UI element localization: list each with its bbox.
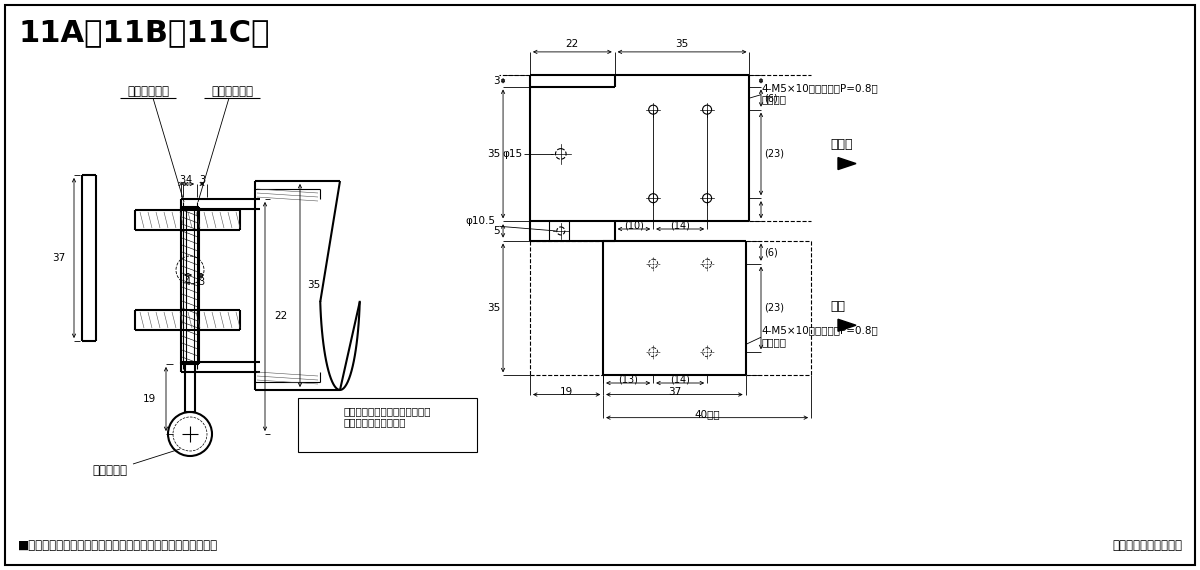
Text: 3: 3 (179, 175, 185, 185)
Text: 裏板（別途）: 裏板（別途） (127, 85, 169, 98)
Text: (14): (14) (671, 375, 690, 385)
Text: 3: 3 (493, 76, 500, 86)
Text: 枚側: 枚側 (830, 299, 845, 312)
Text: 35: 35 (307, 280, 320, 291)
Text: 4-M5×10皿小ネジ（P=0.8）
（別途）: 4-M5×10皿小ネジ（P=0.8） （別途） (761, 325, 877, 347)
Text: 37: 37 (52, 253, 65, 263)
Text: φ10.5: φ10.5 (466, 216, 496, 226)
Text: (23): (23) (764, 149, 784, 159)
Text: 40以上: 40以上 (695, 410, 720, 420)
Text: 本図は右開きを示す。: 本図は右開きを示す。 (1112, 539, 1182, 552)
Text: (13): (13) (618, 375, 638, 385)
Polygon shape (838, 157, 856, 169)
Text: ドア側: ドア側 (830, 138, 853, 151)
Text: (6): (6) (764, 247, 778, 257)
FancyBboxPatch shape (298, 398, 478, 452)
Text: 3: 3 (199, 175, 205, 185)
Text: 4: 4 (185, 277, 191, 287)
Text: 11A・11B・11C用: 11A・11B・11C用 (18, 18, 269, 47)
Text: (10): (10) (624, 221, 644, 231)
Text: 19: 19 (560, 386, 574, 397)
Text: 4: 4 (186, 175, 192, 185)
Text: φ15: φ15 (502, 149, 522, 159)
Text: セットネジ: セットネジ (92, 464, 127, 477)
Text: ■タップ型は（　）内寸法にて製作出来ます。（オプション）: ■タップ型は（ ）内寸法にて製作出来ます。（オプション） (18, 539, 218, 552)
Text: 4-M5×10皿小ネジ（P=0.8）
（別途）: 4-M5×10皿小ネジ（P=0.8） （別途） (761, 83, 877, 104)
Text: (6): (6) (764, 93, 778, 103)
Text: 裏板（別途）: 裏板（別途） (211, 85, 253, 98)
Text: 5: 5 (493, 226, 500, 236)
Text: (14): (14) (671, 221, 690, 231)
Polygon shape (838, 319, 856, 331)
Text: 35: 35 (676, 39, 689, 49)
Text: 35: 35 (487, 149, 500, 159)
Text: 35: 35 (487, 303, 500, 313)
Text: 37: 37 (667, 386, 682, 397)
Text: (23): (23) (764, 303, 784, 313)
Text: 3: 3 (198, 277, 204, 287)
Text: 22: 22 (274, 311, 287, 321)
Text: 19: 19 (143, 394, 156, 404)
Text: セットネジは軸の抜止めです。
必ず締込んで下さい。: セットネジは軸の抜止めです。 必ず締込んで下さい。 (343, 406, 431, 428)
Text: 22: 22 (565, 39, 578, 49)
